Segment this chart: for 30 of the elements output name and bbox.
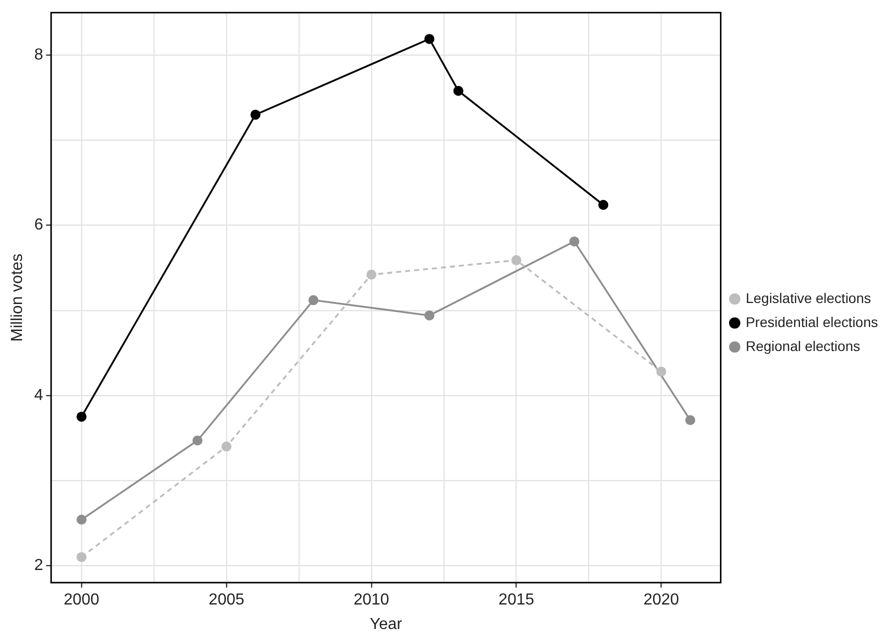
point xyxy=(76,412,87,422)
x-tick-label: 2015 xyxy=(498,592,534,609)
point xyxy=(76,514,87,525)
point xyxy=(598,200,608,210)
x-axis-title: Year xyxy=(370,616,403,633)
legend-label: Regional elections xyxy=(746,338,860,354)
x-tick-label: 2000 xyxy=(64,592,100,609)
y-axis-title: Million votes xyxy=(9,254,26,342)
point xyxy=(221,441,232,452)
point xyxy=(308,295,318,306)
point xyxy=(250,110,260,120)
y-tick-label: 2 xyxy=(34,556,44,574)
point xyxy=(569,236,580,246)
point xyxy=(192,436,202,446)
point xyxy=(76,552,87,562)
point xyxy=(685,415,696,426)
point xyxy=(366,270,376,280)
point xyxy=(656,366,666,377)
y-tick-label: 8 xyxy=(34,46,44,64)
point xyxy=(424,34,434,44)
y-tick-label: 4 xyxy=(34,386,44,404)
point xyxy=(453,86,464,96)
x-tick-label: 2010 xyxy=(354,592,390,609)
point xyxy=(424,310,434,320)
y-tick-label: 6 xyxy=(34,216,44,234)
point xyxy=(511,255,522,266)
x-tick-label: 2020 xyxy=(643,592,680,609)
legend-label: Legislative elections xyxy=(746,290,871,306)
x-tick-label: 2005 xyxy=(208,592,244,609)
legend-label: Presidential elections xyxy=(746,314,878,330)
